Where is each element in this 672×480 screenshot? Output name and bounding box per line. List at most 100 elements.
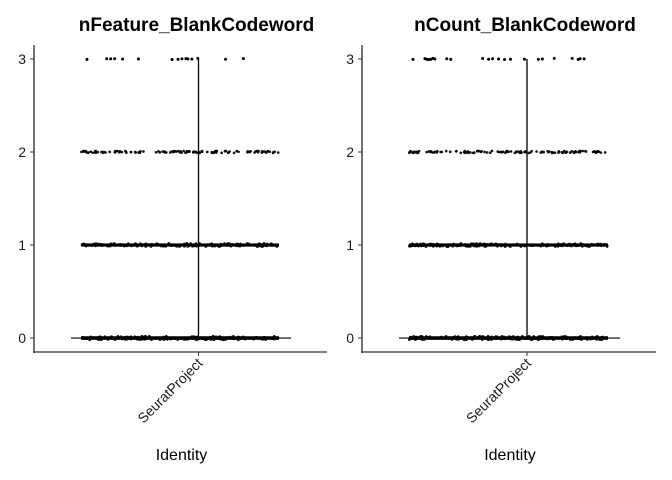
x-tick-label: SeuratProject [463, 355, 534, 426]
data-point [256, 150, 260, 154]
data-point [427, 150, 431, 153]
data-point [190, 57, 194, 61]
data-point [459, 151, 463, 155]
data-point [179, 150, 183, 153]
y-tick-label: 2 [18, 144, 26, 160]
data-point-band [81, 243, 279, 247]
data-point [158, 151, 162, 154]
data-point [476, 149, 480, 153]
data-point [139, 149, 142, 153]
data-point [491, 57, 495, 61]
data-point [515, 150, 518, 154]
data-point [417, 149, 421, 153]
data-point [508, 57, 512, 61]
data-point [581, 149, 585, 153]
data-point [540, 57, 544, 61]
data-point [547, 150, 550, 154]
data-point [483, 150, 486, 154]
y-tick-label: 3 [346, 51, 354, 67]
data-point [504, 151, 507, 155]
data-point [578, 57, 582, 61]
data-point [200, 149, 204, 153]
data-point [226, 151, 230, 154]
data-point [142, 150, 145, 153]
y-tick-label: 0 [346, 330, 354, 346]
data-point [568, 151, 572, 155]
data-point [455, 149, 458, 153]
data-point [170, 58, 174, 62]
data-point [530, 149, 534, 153]
data-point [436, 149, 439, 153]
data-point [224, 57, 228, 61]
data-point [505, 149, 509, 153]
data-point [536, 57, 540, 61]
data-point [180, 57, 184, 61]
data-point [168, 151, 172, 154]
chart-panel-1: nFeature_BlankCodeword 0 1 2 3 SeuratProject I… [18, 15, 327, 464]
data-point [196, 151, 200, 155]
data-point [115, 149, 119, 153]
data-point [263, 150, 267, 153]
data-point [462, 150, 466, 154]
data-point [582, 57, 586, 61]
data-point [188, 150, 191, 153]
data-point [509, 150, 513, 153]
data-point [449, 57, 453, 61]
data-point [102, 150, 106, 154]
data-point [572, 151, 576, 155]
data-point [497, 57, 501, 61]
data-point [235, 149, 239, 153]
data-point [105, 57, 109, 61]
data-point [577, 150, 581, 153]
data-point [118, 149, 122, 153]
data-point [113, 57, 117, 61]
data-point [550, 151, 554, 155]
data-point [488, 151, 492, 155]
data-point [246, 150, 249, 154]
data-point [249, 150, 252, 153]
data-point [162, 150, 166, 153]
data-point [522, 57, 526, 61]
data-point-band [409, 243, 608, 247]
data-point [196, 56, 200, 60]
data-point [599, 151, 603, 154]
data-point [553, 151, 557, 154]
data-point [503, 58, 507, 62]
data-point [425, 150, 429, 154]
y-tick-label: 1 [346, 237, 354, 253]
y-tick-label: 1 [18, 237, 26, 253]
data-point [473, 151, 476, 155]
data-point [205, 150, 209, 154]
chart-title: nCount_BlankCodeword [414, 15, 636, 36]
data-point [136, 57, 140, 61]
data-point [172, 149, 176, 153]
data-point [120, 150, 124, 154]
data-point [433, 57, 437, 61]
data-point [487, 57, 491, 61]
data-point [603, 151, 607, 154]
data-point [448, 150, 452, 154]
data-point [584, 150, 588, 153]
data-point [224, 149, 228, 153]
data-point [186, 57, 190, 61]
data-point [182, 149, 186, 153]
jitter-points [407, 56, 609, 342]
data-point [408, 150, 412, 154]
data-point [109, 57, 113, 61]
data-point [82, 149, 86, 153]
data-point [108, 150, 112, 154]
data-point [89, 150, 93, 154]
data-point-band [409, 336, 608, 340]
data-point [271, 151, 275, 155]
data-point [497, 150, 501, 154]
data-point [480, 149, 483, 153]
data-point [552, 56, 556, 60]
data-point [87, 151, 90, 154]
y-tick-label: 0 [18, 330, 26, 346]
x-tick-label: SeuratProject [134, 355, 205, 426]
chart-panel-2: nCount_BlankCodeword 0 1 2 3 SeuratProject Ide… [346, 15, 656, 464]
x-axis-title: Identity [156, 447, 208, 464]
data-point [444, 149, 448, 153]
data-point [411, 57, 415, 61]
